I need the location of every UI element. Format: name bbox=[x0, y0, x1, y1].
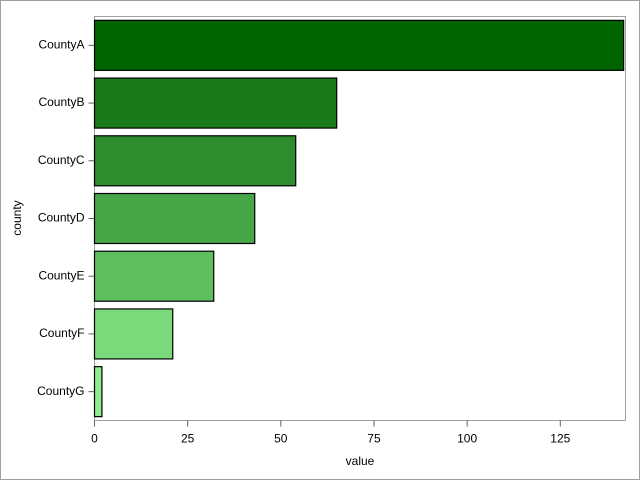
bar bbox=[93, 250, 215, 302]
y-tick-label: CountyE bbox=[38, 268, 84, 282]
y-axis-label: county bbox=[10, 200, 24, 235]
x-tick-label: 100 bbox=[457, 432, 477, 446]
y-tick-label: CountyF bbox=[39, 326, 84, 340]
y-tick-label: CountyA bbox=[38, 38, 84, 52]
bar bbox=[93, 19, 625, 71]
x-tick-label: 25 bbox=[181, 432, 195, 446]
x-tick-label: 75 bbox=[367, 432, 381, 446]
bar bbox=[93, 135, 297, 187]
bar bbox=[93, 192, 256, 245]
y-tick-label: CountyB bbox=[38, 95, 84, 109]
x-axis-label: value bbox=[346, 454, 375, 468]
y-tick-label: CountyC bbox=[38, 153, 85, 167]
bar bbox=[93, 77, 338, 129]
x-tick-label: 50 bbox=[274, 432, 288, 446]
y-tick-label: CountyD bbox=[38, 211, 85, 225]
x-tick-label: 125 bbox=[550, 432, 570, 446]
bar bbox=[93, 308, 174, 360]
y-tick-label: CountyG bbox=[37, 384, 84, 398]
x-tick-label: 0 bbox=[91, 432, 98, 446]
bar bbox=[93, 366, 103, 418]
